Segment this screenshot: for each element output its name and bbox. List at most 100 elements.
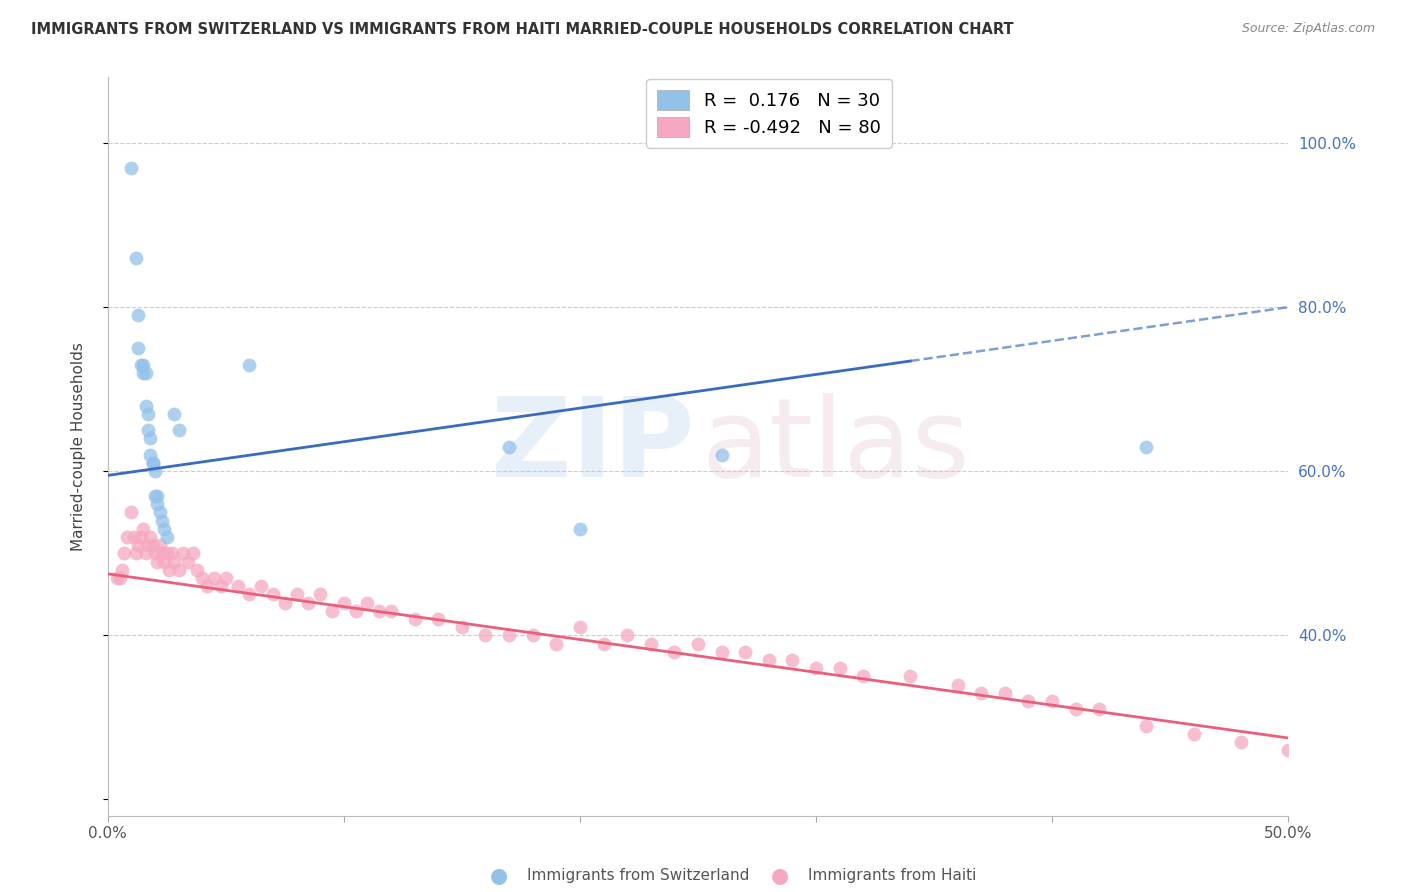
Point xyxy=(120,161,142,175)
Point xyxy=(344,604,367,618)
Point xyxy=(132,522,155,536)
Point xyxy=(129,358,152,372)
Point xyxy=(209,579,232,593)
Point xyxy=(1017,694,1039,708)
Point xyxy=(782,653,804,667)
Point xyxy=(135,546,157,560)
Point xyxy=(333,596,356,610)
Point xyxy=(640,637,662,651)
Point xyxy=(191,571,214,585)
Point xyxy=(380,604,402,618)
Point xyxy=(710,448,733,462)
Point xyxy=(149,505,172,519)
Point xyxy=(146,555,169,569)
Point xyxy=(156,530,179,544)
Point xyxy=(1135,440,1157,454)
Point xyxy=(163,555,186,569)
Text: Immigrants from Switzerland: Immigrants from Switzerland xyxy=(527,869,749,883)
Point xyxy=(105,571,128,585)
Point xyxy=(143,464,166,478)
Point xyxy=(136,538,159,552)
Point xyxy=(111,563,134,577)
Point xyxy=(368,604,391,618)
Point xyxy=(195,579,218,593)
Text: Source: ZipAtlas.com: Source: ZipAtlas.com xyxy=(1241,22,1375,36)
Point xyxy=(146,489,169,503)
Point xyxy=(451,620,474,634)
Point xyxy=(498,628,520,642)
Point xyxy=(710,645,733,659)
Point xyxy=(828,661,851,675)
Point xyxy=(202,571,225,585)
Point xyxy=(115,530,138,544)
Text: IMMIGRANTS FROM SWITZERLAND VS IMMIGRANTS FROM HAITI MARRIED-COUPLE HOUSEHOLDS C: IMMIGRANTS FROM SWITZERLAND VS IMMIGRANT… xyxy=(31,22,1014,37)
Point xyxy=(309,587,332,601)
Point xyxy=(160,546,183,560)
Text: Immigrants from Haiti: Immigrants from Haiti xyxy=(808,869,977,883)
Point xyxy=(946,678,969,692)
Point xyxy=(149,538,172,552)
Point xyxy=(664,645,686,659)
Point xyxy=(568,620,591,634)
Point xyxy=(297,596,319,610)
Point xyxy=(498,440,520,454)
Point xyxy=(758,653,780,667)
Point xyxy=(167,423,190,437)
Point xyxy=(108,571,131,585)
Point xyxy=(127,538,149,552)
Point xyxy=(142,538,165,552)
Point xyxy=(238,587,260,601)
Point xyxy=(734,645,756,659)
Point xyxy=(146,497,169,511)
Point xyxy=(129,530,152,544)
Point xyxy=(522,628,544,642)
Point xyxy=(120,505,142,519)
Point xyxy=(153,522,176,536)
Point xyxy=(139,530,162,544)
Point xyxy=(238,358,260,372)
Point xyxy=(157,563,180,577)
Point xyxy=(274,596,297,610)
Point xyxy=(150,514,173,528)
Point xyxy=(143,546,166,560)
Point xyxy=(122,530,145,544)
Point xyxy=(900,669,922,683)
Text: ●: ● xyxy=(491,866,508,886)
Point xyxy=(139,432,162,446)
Point xyxy=(150,546,173,560)
Point xyxy=(142,456,165,470)
Point xyxy=(142,456,165,470)
Point xyxy=(994,686,1017,700)
Text: ●: ● xyxy=(772,866,789,886)
Point xyxy=(186,563,208,577)
Point xyxy=(167,563,190,577)
Point xyxy=(404,612,426,626)
Point xyxy=(852,669,875,683)
Point xyxy=(125,251,148,265)
Point xyxy=(1230,735,1253,749)
Point xyxy=(156,546,179,560)
Point xyxy=(139,448,162,462)
Point xyxy=(132,358,155,372)
Point xyxy=(215,571,238,585)
Point xyxy=(181,546,204,560)
Point xyxy=(127,309,149,323)
Point xyxy=(804,661,827,675)
Point xyxy=(592,637,614,651)
Point xyxy=(262,587,284,601)
Point xyxy=(474,628,496,642)
Point xyxy=(125,546,148,560)
Point xyxy=(1040,694,1063,708)
Point xyxy=(970,686,993,700)
Point xyxy=(285,587,308,601)
Point xyxy=(568,522,591,536)
Point xyxy=(546,637,568,651)
Point xyxy=(226,579,249,593)
Point xyxy=(1182,727,1205,741)
Point xyxy=(143,489,166,503)
Point xyxy=(153,555,176,569)
Point xyxy=(321,604,343,618)
Point xyxy=(135,399,157,413)
Point xyxy=(427,612,450,626)
Point xyxy=(1135,719,1157,733)
